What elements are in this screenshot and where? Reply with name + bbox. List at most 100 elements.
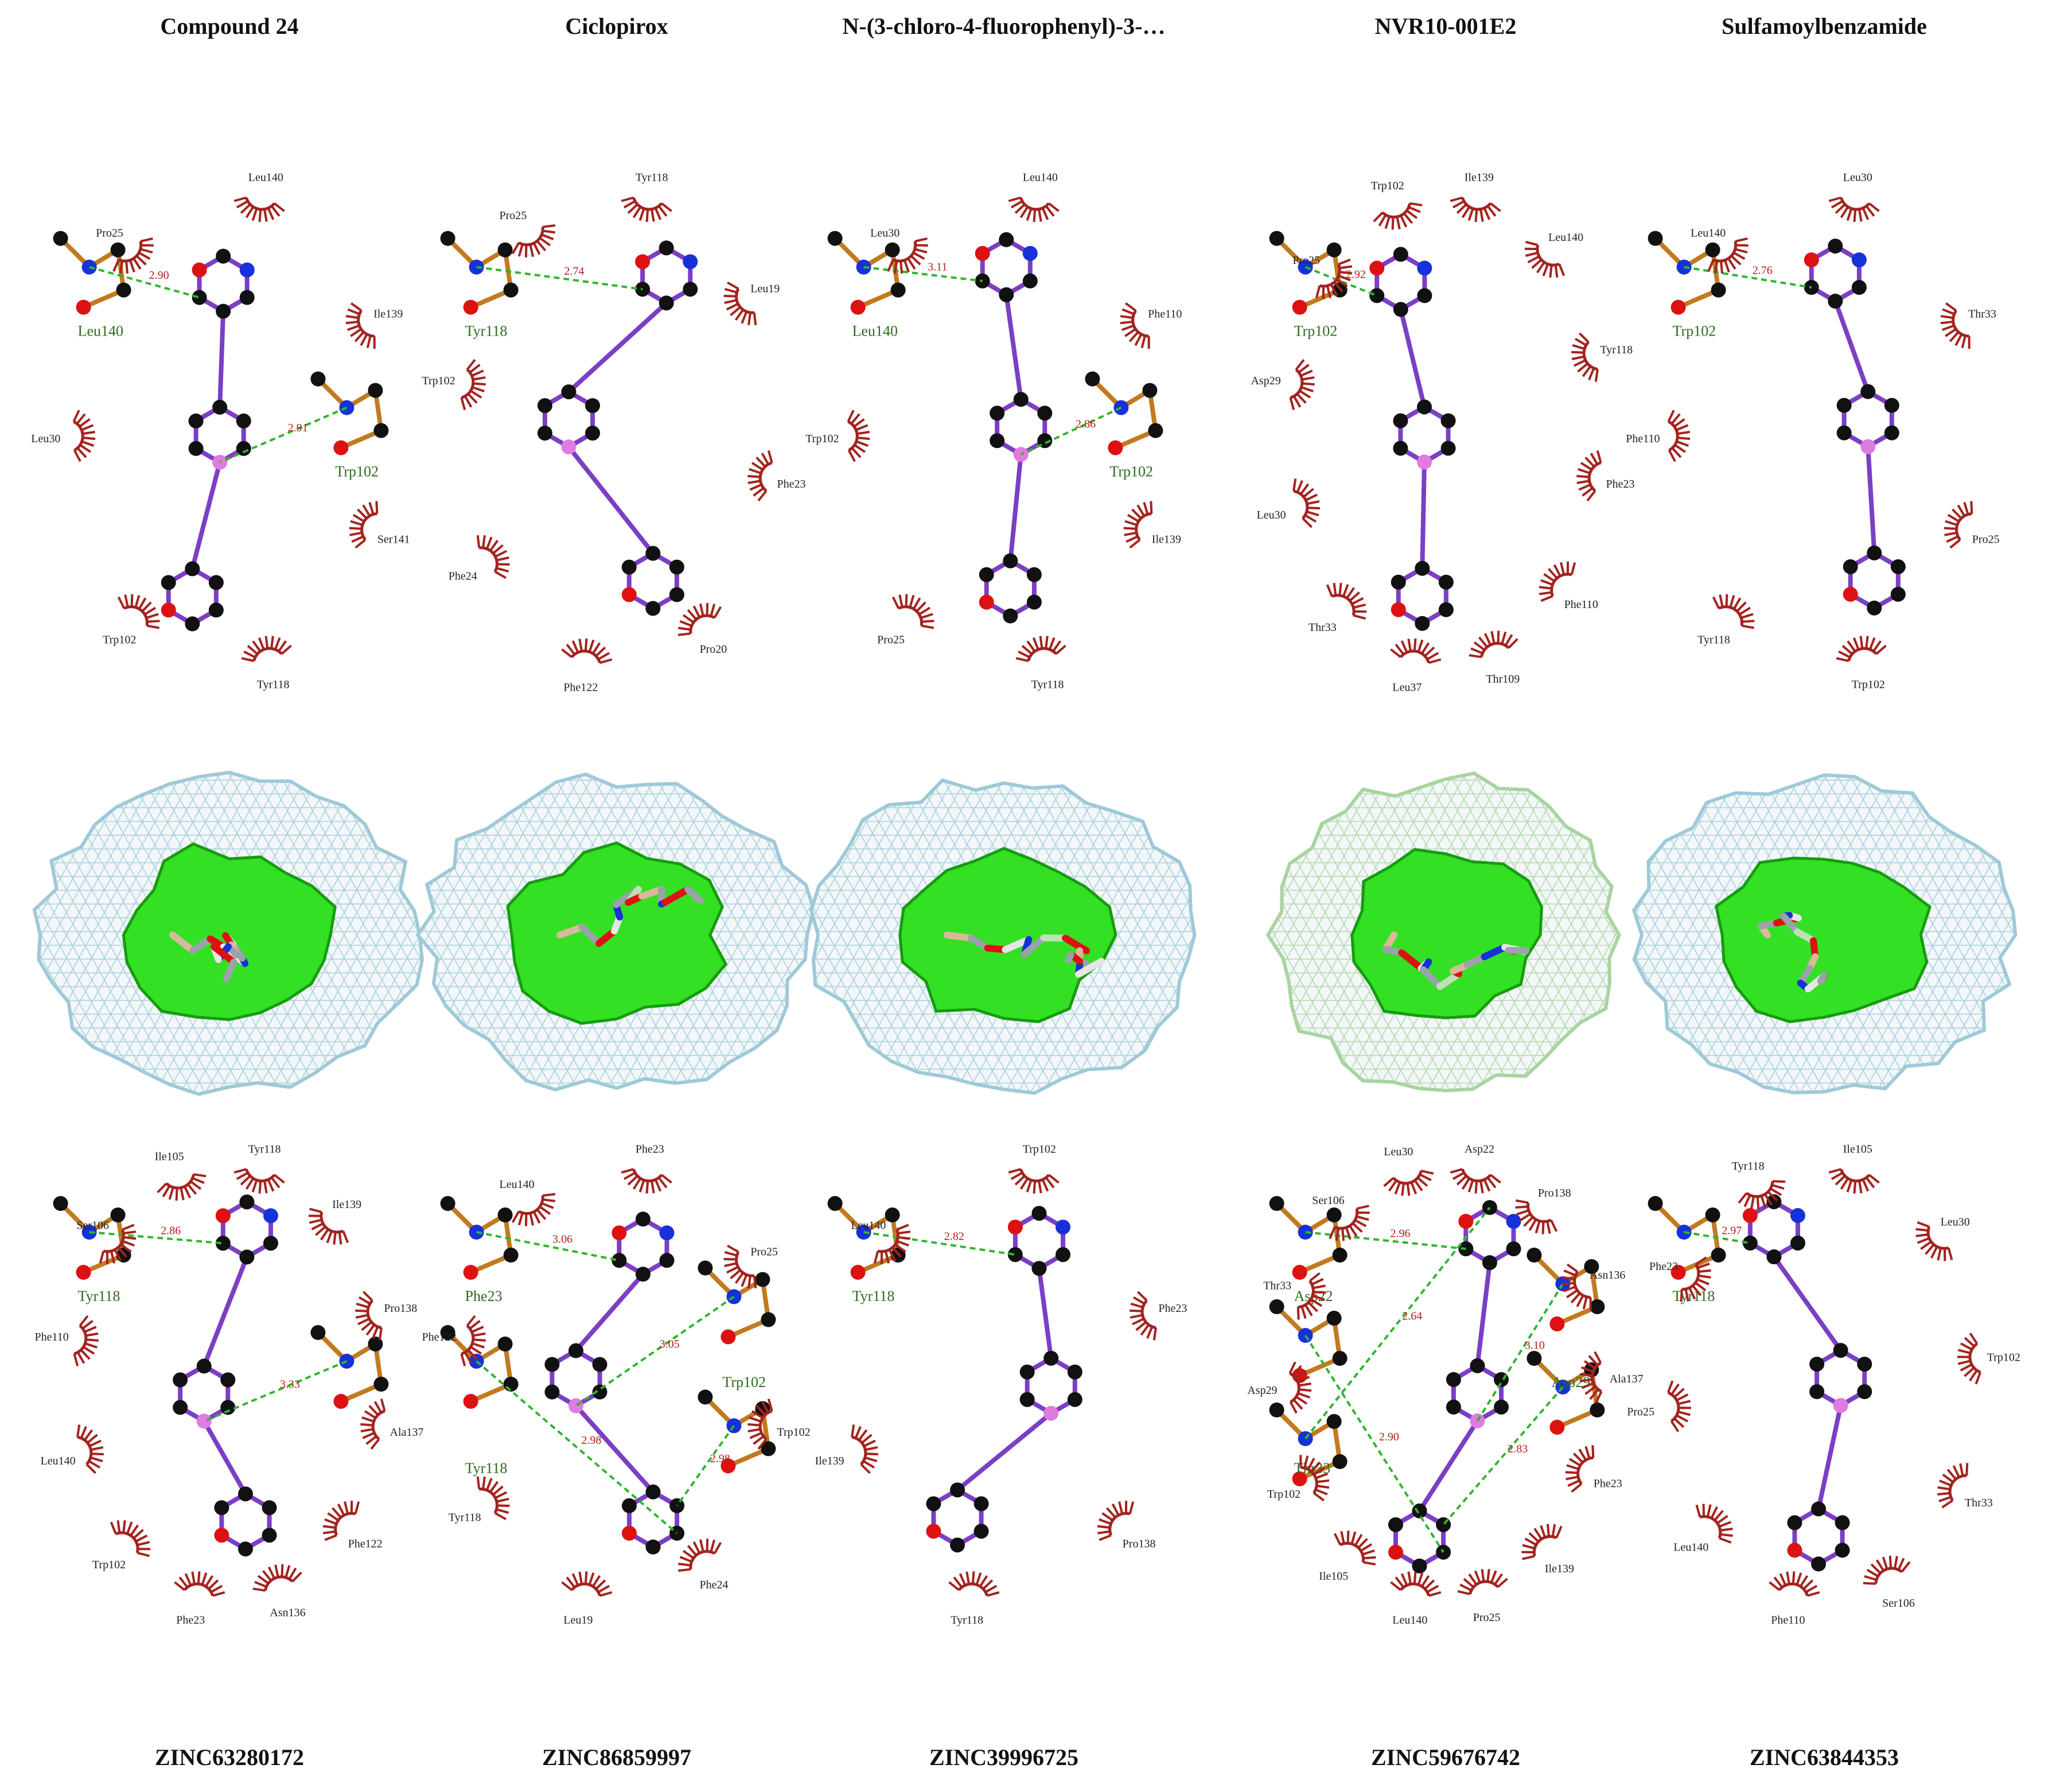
hydrophobic-contact-icon: [678, 603, 721, 635]
residue-label: Leu30: [1257, 509, 1286, 521]
residue-label: Leu19: [563, 1614, 593, 1627]
hydrophobic-contact-icon: [949, 1571, 999, 1595]
hydrophobic-contact-icon: [1539, 562, 1575, 601]
hbond-partner-label: Tyr118: [78, 1288, 120, 1304]
residue-label: Trp102: [1987, 1351, 2020, 1364]
hbond-partner-label: Trp102: [1109, 463, 1153, 480]
hydrophobic-contact-icon: [253, 1564, 301, 1591]
hbond-distance-label: 2.74: [564, 265, 584, 278]
ligand-structure: [975, 232, 1053, 624]
residue-label: Leu37: [1392, 681, 1422, 694]
hbond-partner-label: Tyr118: [852, 1288, 895, 1304]
residue-label: Leu30: [1384, 1146, 1413, 1158]
ligand-structure: [1804, 239, 1906, 615]
residue-label: Ser106: [1882, 1597, 1915, 1610]
bottom-interaction-diagram: 3.063.052.982.98Phe23Trp102Tyr118Phe23Pr…: [422, 1143, 810, 1626]
hbond-residue-sticks: [1270, 231, 1348, 315]
residue-label: Pro25: [750, 1245, 778, 1258]
residue-label: Phe110: [1564, 598, 1598, 611]
hydrophobic-contact-icon: [562, 1571, 612, 1595]
residue-label: Pro20: [699, 643, 727, 656]
residue-label: Trp102: [1852, 678, 1885, 691]
residue-label: Phe122: [422, 1331, 456, 1343]
hydrophobic-contact-icon: [1944, 501, 1972, 548]
compound-name: Compound 24: [29, 13, 430, 40]
hydrophobic-contact-icon: [234, 197, 284, 221]
top-interaction-diagram: 2.902.91Leu140Trp102Leu140Ile139Ser141Ty…: [31, 172, 410, 691]
hbond-distance-label: 2.98: [710, 1452, 730, 1465]
hydrophobic-contact-icon: [562, 638, 612, 663]
residue-label: Thr33: [1968, 307, 1996, 320]
hydrophobic-contact-icon: [1714, 594, 1755, 628]
hbond-distance-label: 2.90: [149, 269, 169, 282]
hydrophobic-contact-icon: [852, 1425, 878, 1473]
hbond-distance-label: 3.05: [660, 1338, 680, 1351]
residue-label: Asp29: [1247, 1384, 1277, 1397]
residue-label: Pro138: [384, 1302, 417, 1315]
hydrophobic-contact-icon: [1290, 360, 1314, 410]
ligand-structure: [544, 1211, 684, 1555]
residue-label: Ile139: [1545, 1563, 1574, 1575]
residue-label: Ile139: [1152, 533, 1181, 546]
ligand-structure: [1743, 1194, 1872, 1571]
residue-label: Trp102: [1371, 180, 1404, 192]
hydrophobic-contact-icon: [1516, 1201, 1557, 1234]
residue-label: Phe23: [777, 478, 806, 490]
zinc-id: ZINC63280172: [29, 1744, 430, 1771]
hydrophobic-contact-icon: [360, 1399, 384, 1449]
residue-label: Ile139: [373, 307, 403, 320]
hbond-distance-label: 3.10: [1525, 1339, 1545, 1351]
hbond-line: [477, 1232, 620, 1260]
top-interaction-diagram: 3.112.86Leu140Trp102Leu140Phe110Ile139Ty…: [805, 172, 1182, 691]
hydrophobic-contact-icon: [478, 535, 510, 578]
compound-name: N-(3-chloro-4-fluorophenyl)-3-…: [803, 13, 1205, 40]
hydrophobic-contact-icon: [355, 1292, 381, 1340]
residue-label: Leu140: [500, 1178, 535, 1191]
hbond-partner-label: Leu140: [78, 323, 123, 340]
hydrophobic-contact-icon: [323, 1501, 359, 1540]
residue-label: Trp102: [1023, 1143, 1056, 1155]
hydrophobic-contact-icon: [1571, 333, 1598, 381]
residue-label: Tyr118: [248, 1143, 281, 1155]
ligand-structure: [1388, 1200, 1521, 1573]
hbond-line: [1477, 1284, 1563, 1421]
hydrophobic-contact-icon: [242, 636, 291, 661]
residue-label: Ile105: [155, 1151, 184, 1163]
hbond-partner-label: Trp102: [722, 1374, 766, 1390]
residue-label: Leu140: [1673, 1541, 1708, 1553]
hydrophobic-contact-icon: [234, 1169, 284, 1193]
hbond-distance-label: 3.11: [928, 261, 947, 274]
residue-label: Pro138: [1538, 1187, 1571, 1199]
hydrophobic-contact-icon: [1374, 204, 1422, 230]
residue-label: Tyr118: [1031, 678, 1064, 691]
hbond-partner-label: Trp102: [1294, 323, 1338, 340]
residue-label: Phe24: [449, 570, 477, 583]
top-interaction-diagram: 2.74Tyr118Tyr118Leu19Phe23Pro20Phe122Phe…: [422, 172, 805, 694]
hydrophobic-contact-icon: [1391, 638, 1440, 663]
hbond-line: [204, 1361, 347, 1421]
hydrophobic-contact-icon: [1294, 479, 1320, 527]
residue-label: Phe23: [1158, 1302, 1187, 1315]
hydrophobic-contact-icon: [1521, 1524, 1561, 1559]
hbond-partner-label: Tyr118: [465, 1460, 508, 1477]
residue-label: Trp102: [422, 375, 455, 387]
hydrophobic-contact-icon: [1525, 242, 1564, 278]
hbond-distance-label: 2.86: [1076, 418, 1096, 430]
residue-label: Leu30: [1843, 172, 1872, 184]
hbond-line: [1306, 1232, 1466, 1249]
bottom-interaction-diagram: 2.863.33Tyr118Tyr118Ile139Pro138Ala137Ph…: [34, 1143, 423, 1626]
residue-label: Phe110: [1148, 307, 1182, 320]
residue-label: Ser106: [76, 1220, 109, 1232]
residue-label: Leu140: [41, 1455, 76, 1467]
hydrophobic-contact-icon: [1008, 197, 1058, 221]
hydrophobic-contact-icon: [111, 1520, 150, 1556]
hbond-residue-sticks: [310, 1325, 388, 1409]
hydrophobic-contact-icon: [1941, 303, 1969, 349]
hbond-line: [477, 267, 643, 290]
hbond-line: [89, 1232, 223, 1243]
hydrophobic-contact-icon: [1008, 1169, 1058, 1193]
hydrophobic-contact-icon: [1836, 636, 1886, 661]
residue-label: Ile105: [1319, 1570, 1348, 1583]
hbond-partner-label: Phe23: [465, 1288, 503, 1304]
